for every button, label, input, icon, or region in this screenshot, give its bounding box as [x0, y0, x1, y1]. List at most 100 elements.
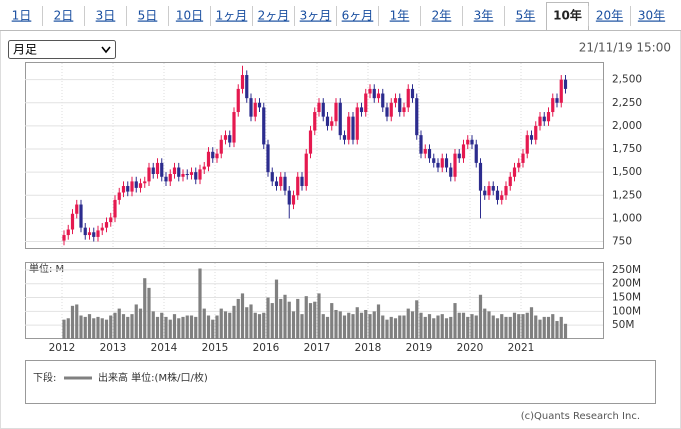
candle-body: [432, 158, 436, 163]
candle-body: [143, 181, 147, 184]
candle-body: [474, 144, 478, 163]
candle-body: [109, 217, 113, 223]
x-tick-label: 2015: [202, 342, 229, 354]
candle-body: [308, 130, 313, 154]
candle-body: [376, 93, 381, 99]
volume-bar: [440, 314, 444, 339]
tab[interactable]: 6ヶ月: [342, 9, 374, 23]
candle-body: [236, 88, 240, 113]
candle-body: [415, 98, 419, 136]
volume-bar: [181, 316, 185, 339]
y-tick-label: 250M: [612, 264, 641, 276]
volume-bar: [559, 316, 563, 339]
candle-body: [457, 153, 461, 159]
candle-body: [249, 98, 253, 117]
timestamp: 21/11/19 15:00: [579, 41, 671, 55]
volume-bar: [113, 312, 117, 339]
volume-bar: [164, 316, 168, 339]
candle-body: [419, 135, 423, 154]
candle-body: [406, 88, 410, 108]
candle-body: [351, 116, 355, 140]
volume-bar: [546, 316, 551, 339]
volume-bar: [75, 304, 79, 339]
candle-body: [291, 195, 296, 205]
volume-bar: [160, 312, 164, 339]
candle-body: [517, 162, 521, 168]
candle-body: [495, 190, 500, 200]
volume-bar: [563, 323, 568, 339]
candle-body: [381, 93, 385, 108]
volume-bar: [517, 314, 521, 339]
candle-body: [172, 167, 177, 174]
candle-body: [410, 88, 415, 99]
volume-bar: [177, 318, 181, 339]
volume-bar: [189, 315, 194, 339]
period-select[interactable]: 月足: [8, 40, 116, 59]
candle-body: [147, 167, 151, 182]
tab[interactable]: 3年: [474, 9, 494, 23]
x-tick-label: 2021: [508, 342, 535, 354]
candle-body: [151, 167, 155, 174]
select-chevron[interactable]: [101, 46, 111, 54]
candle-body: [317, 102, 321, 113]
volume-bar: [410, 311, 415, 339]
copyright: (c)Quants Research Inc.: [521, 411, 640, 422]
candle-body: [283, 176, 287, 191]
volume-bar: [512, 312, 517, 339]
candle-body: [100, 227, 104, 231]
volume-bar: [385, 319, 389, 339]
tab[interactable]: 2ヶ月: [258, 9, 290, 23]
volume-bar: [202, 308, 206, 339]
candle-body: [245, 75, 249, 99]
candle-body: [83, 227, 87, 236]
volume-bar: [283, 294, 287, 339]
volume-bar: [287, 301, 291, 339]
tab[interactable]: 10年: [553, 8, 582, 23]
volume-bar: [70, 305, 75, 339]
select-box[interactable]: [8, 40, 116, 59]
tab[interactable]: 1日: [12, 9, 32, 23]
volume-unit: 単位: M: [29, 262, 64, 275]
tab[interactable]: 20年: [596, 9, 623, 23]
y-tick-label: 2,500: [612, 74, 642, 86]
legend-label: 下段:: [33, 371, 56, 384]
volume-bar: [508, 316, 512, 339]
volume-bar: [381, 315, 385, 339]
volume-bar: [211, 319, 215, 339]
candle-body: [559, 79, 563, 103]
tab[interactable]: 3ヶ月: [300, 9, 332, 23]
volume-bar: [304, 296, 308, 339]
volume-bar: [232, 305, 236, 339]
candle-body: [75, 204, 79, 214]
candle-body: [211, 151, 215, 159]
candle-body: [347, 116, 351, 140]
volume-bar: [393, 318, 398, 339]
candle-body: [470, 139, 474, 145]
tab[interactable]: 5年: [516, 9, 536, 23]
volume-bar: [308, 303, 313, 339]
volume-bar: [317, 293, 321, 339]
tab[interactable]: 5日: [138, 9, 158, 23]
tab[interactable]: 1ヶ月: [216, 9, 248, 23]
candle-body: [262, 107, 266, 145]
y-tick-label: 1,250: [612, 189, 642, 201]
select-text[interactable]: 月足: [13, 43, 37, 57]
tab[interactable]: 10日: [176, 9, 203, 23]
tab[interactable]: 3日: [96, 9, 116, 23]
volume-bar: [206, 315, 211, 339]
candle-body: [92, 232, 96, 237]
volume-bar: [96, 316, 100, 339]
candle-body: [385, 107, 389, 117]
tab[interactable]: 30年: [638, 9, 665, 23]
tab[interactable]: 1年: [390, 9, 410, 23]
candle-body: [359, 107, 364, 113]
candle-body: [300, 176, 304, 187]
volume-bar: [474, 315, 478, 339]
volume-bar: [228, 312, 232, 339]
candle-body: [338, 102, 342, 136]
volume-bar: [249, 304, 253, 339]
tab[interactable]: 2年: [432, 9, 452, 23]
tab[interactable]: 2日: [54, 9, 74, 23]
volume-bar: [444, 318, 449, 339]
